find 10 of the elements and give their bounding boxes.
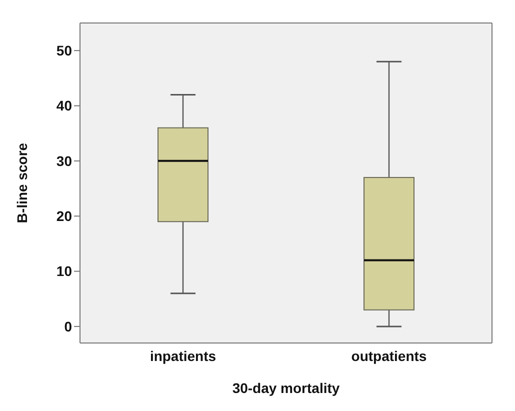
y-tick-label: 30 (56, 152, 72, 169)
y-tick-label: 0 (64, 318, 72, 334)
x-tick-label: inpatients (150, 348, 216, 364)
y-tick-label: 40 (56, 98, 72, 114)
y-tick-label: 50 (56, 42, 72, 59)
x-axis-title: 30-day mortality (232, 380, 340, 396)
x-tick-label: outpatients (351, 348, 427, 364)
y-tick-label: 10 (56, 263, 72, 280)
y-axis-title: B-line score (14, 142, 30, 224)
y-tick-label: 20 (56, 208, 72, 224)
